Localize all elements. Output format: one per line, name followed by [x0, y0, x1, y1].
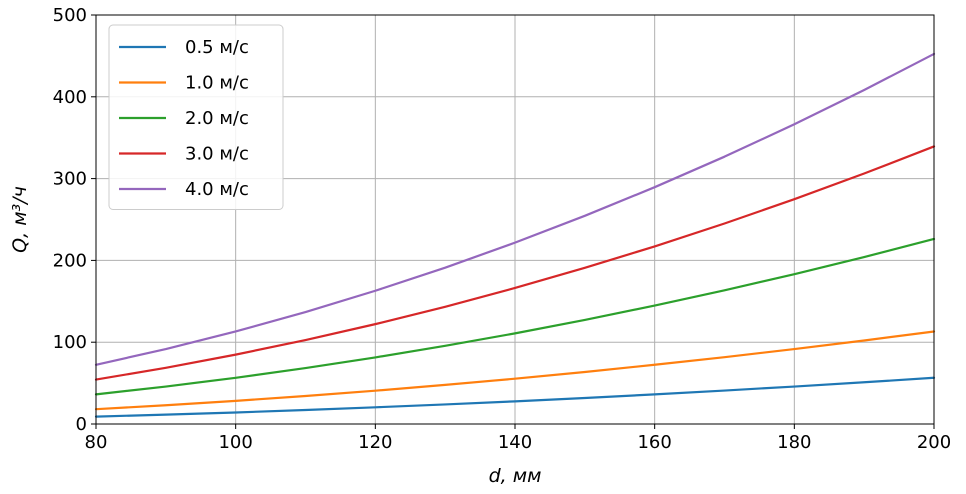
y-tick-label: 0	[76, 414, 87, 435]
legend: 0.5 м/с 1.0 м/с 2.0 м/с 3.0 м/с 4.0 м/с	[108, 24, 284, 210]
series-line-5	[94, 52, 936, 366]
x-tick-label: 200	[917, 432, 951, 453]
x-tick-label: 120	[358, 432, 392, 453]
legend-label: 4.0 м/с	[185, 179, 249, 200]
y-tick-label: 200	[53, 250, 87, 271]
series-line-3	[94, 237, 936, 396]
series-line-1	[94, 376, 936, 418]
series-line-2	[94, 330, 936, 411]
x-tick-label: 180	[777, 432, 811, 453]
x-tick-label: 80	[85, 432, 108, 453]
series-lines	[94, 52, 936, 418]
y-tick-label: 500	[53, 5, 87, 26]
x-axis-label: d, мм	[489, 465, 542, 487]
x-tick-label: 160	[637, 432, 671, 453]
legend-label: 1.0 м/с	[185, 73, 249, 94]
y-tick-label: 400	[53, 87, 87, 108]
series-line-4	[94, 145, 936, 381]
legend-box	[108, 24, 284, 210]
x-tick-label: 140	[498, 432, 532, 453]
y-axis-label: Q, м³/ч	[9, 186, 31, 253]
legend-label: 3.0 м/с	[185, 144, 249, 165]
y-tick-label: 300	[53, 169, 87, 190]
y-tick-label: 100	[53, 332, 87, 353]
x-tick-label: 100	[218, 432, 252, 453]
legend-label: 2.0 м/с	[185, 108, 249, 129]
axis-ticks: 80 100 120 140 160 180 200 0 100 200 300 400 500	[53, 5, 952, 453]
legend-label: 0.5 м/с	[185, 37, 249, 58]
